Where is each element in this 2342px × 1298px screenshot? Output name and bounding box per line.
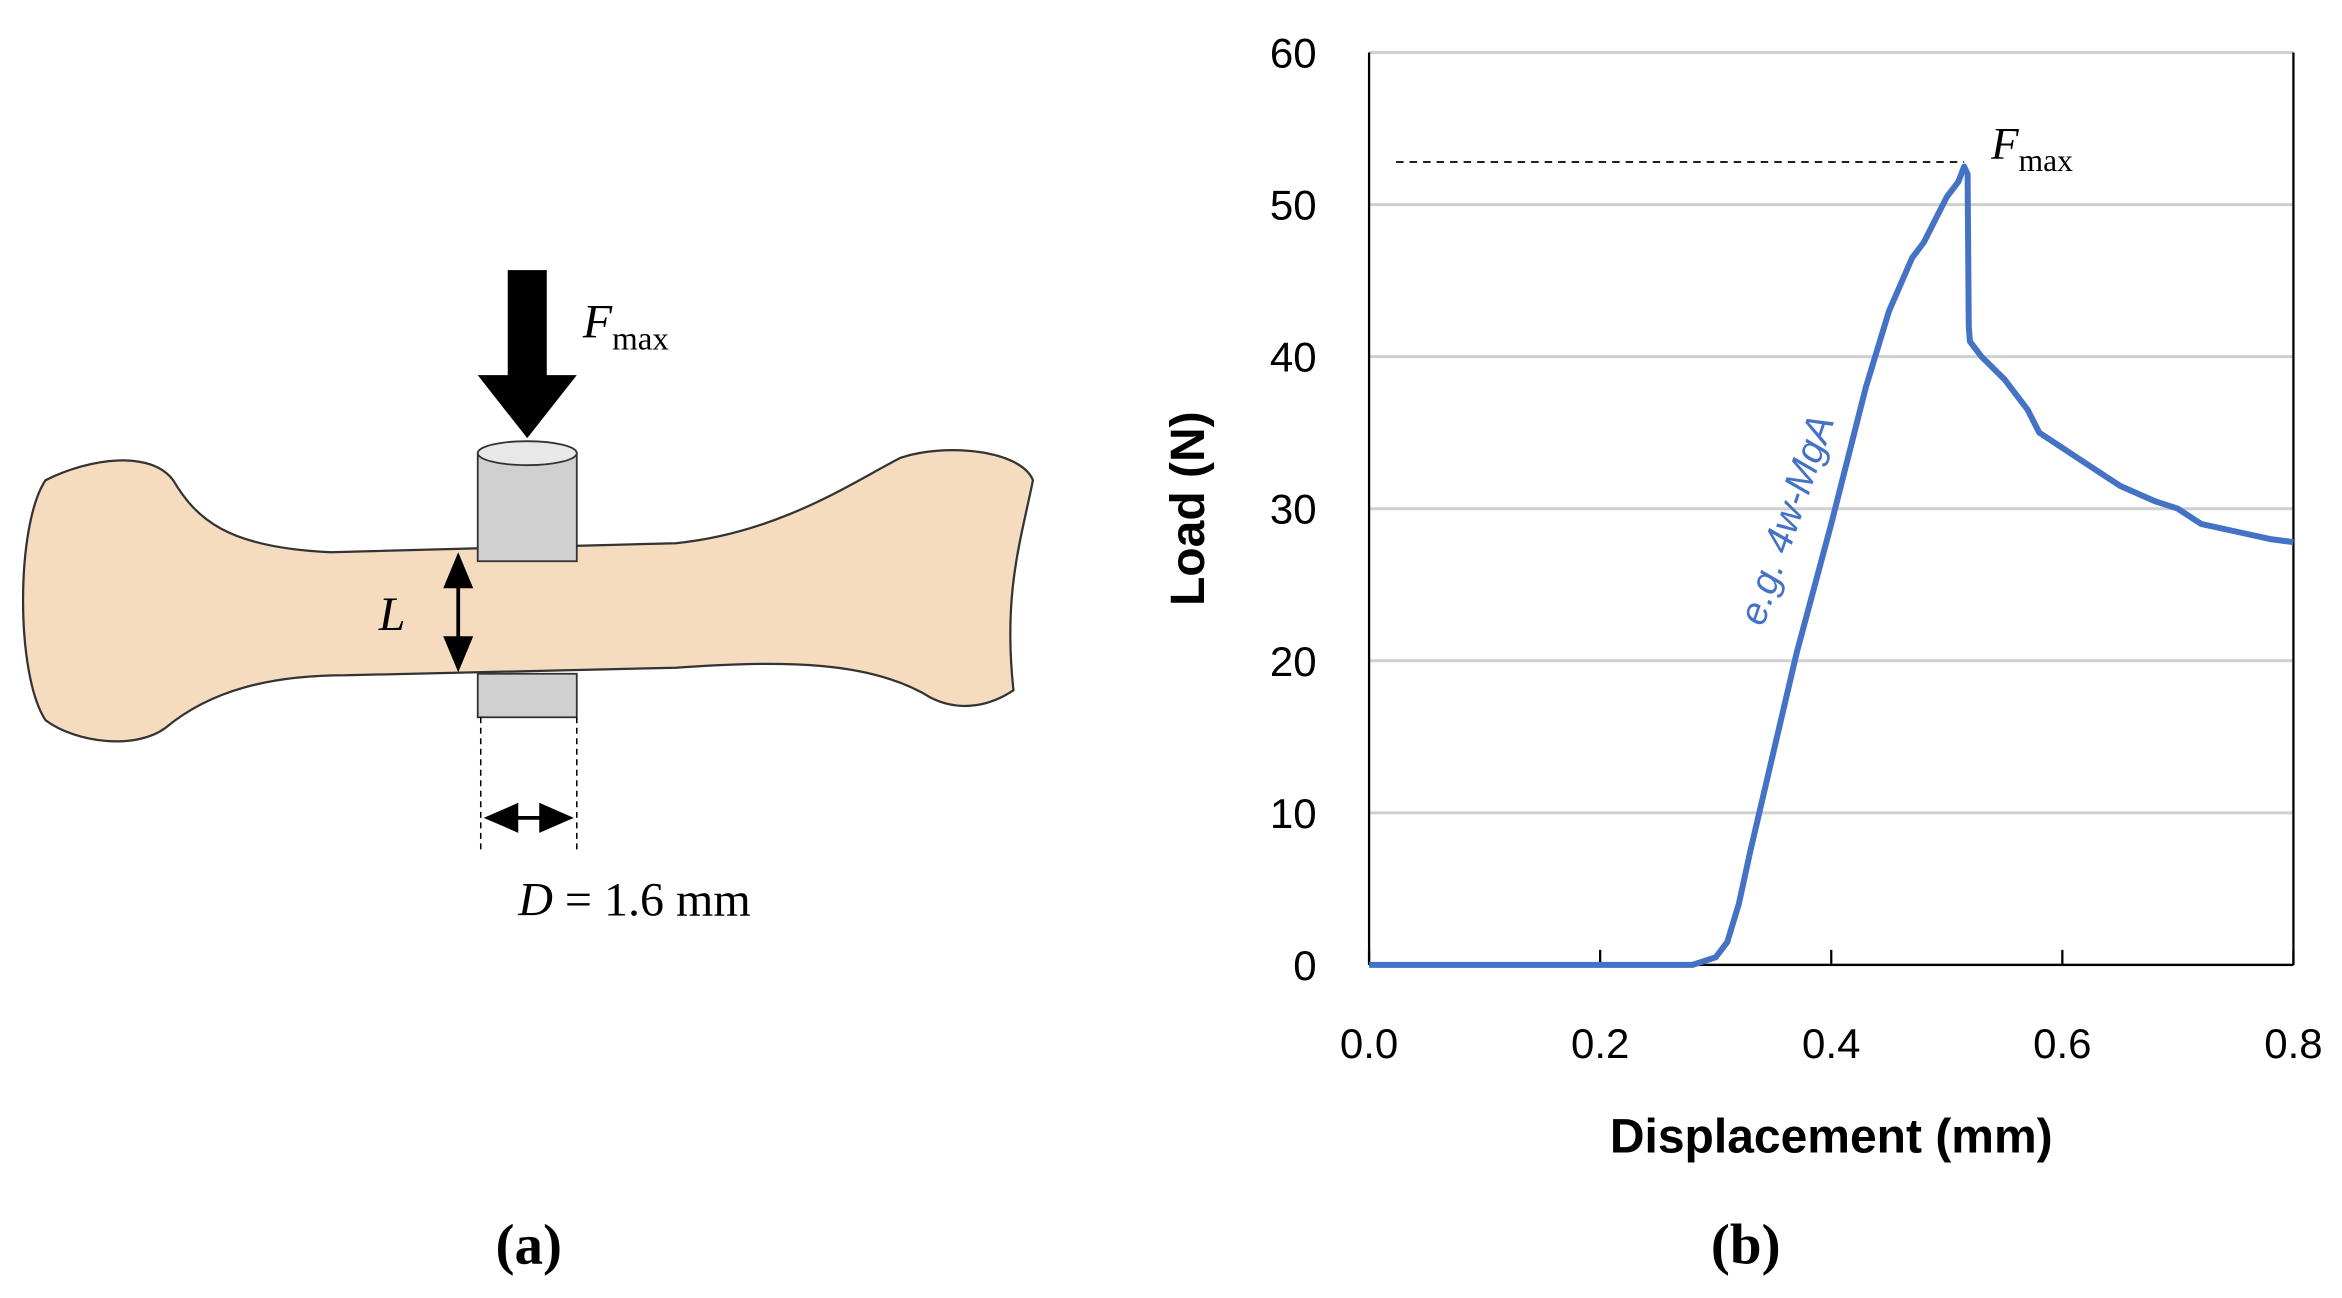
reference-subscript: max <box>2019 143 2073 178</box>
arrow-head <box>483 802 519 833</box>
y-tick-label: 40 <box>1270 334 1317 381</box>
diameter-label: D = 1.6 mm <box>517 873 750 926</box>
x-axis-title: Displacement (mm) <box>1610 1110 2053 1163</box>
reference-label: Fmax <box>1990 119 2073 178</box>
y-tick-label: 50 <box>1270 182 1317 229</box>
y-tick-label: 10 <box>1270 790 1317 837</box>
indenter-bottom <box>476 672 578 719</box>
y-tick-label: 0 <box>1293 942 1316 989</box>
arrow-head <box>443 636 474 673</box>
x-tick-label: 0.0 <box>1340 1020 1398 1067</box>
force-label: Fmax <box>582 296 670 358</box>
caption: (b) <box>1711 1213 1781 1276</box>
chart: 0 10 20 30 40 50 60 0.0 0.2 0.4 0.6 0.8 Displacement… <box>1162 30 2323 1277</box>
y-tick-label: 30 <box>1270 486 1317 533</box>
force-subscript: max <box>612 322 669 358</box>
caption: (a) <box>496 1213 562 1276</box>
series-label: e.g. 4w-MgA <box>1731 409 1843 630</box>
indenter-top <box>476 440 578 563</box>
data-line <box>1369 163 2294 968</box>
arrow-head <box>539 802 574 833</box>
force-arrow <box>507 270 547 379</box>
x-tick-label: 0.2 <box>1571 1020 1629 1067</box>
diameter-symbol: D <box>517 873 553 926</box>
bone-diagram: Fmax L D = 1.6 mm (a) <box>22 270 1035 1276</box>
x-tick-label: 0.4 <box>1802 1020 1860 1067</box>
diameter-text: = 1.6 mm <box>565 873 751 926</box>
y-tick-label: 20 <box>1270 638 1317 685</box>
force-symbol: F <box>582 296 613 349</box>
arrow-head <box>443 552 474 589</box>
reference-symbol: F <box>1990 119 2019 169</box>
y-axis-title: Load (N) <box>1162 411 1215 606</box>
x-tick-label: 0.8 <box>2264 1020 2322 1067</box>
bone <box>22 449 1035 743</box>
y-tick-label: 60 <box>1270 30 1317 77</box>
x-tick-label: 0.6 <box>2033 1020 2091 1067</box>
length-label: L <box>378 588 406 641</box>
force-arrow-head <box>477 375 577 439</box>
